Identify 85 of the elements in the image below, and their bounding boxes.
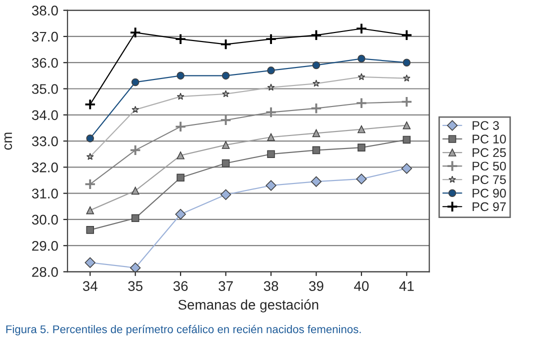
- y-tick-label: 38.0: [32, 6, 58, 16]
- legend-label: PC 75: [472, 175, 506, 184]
- point: [130, 144, 142, 156]
- point: [402, 136, 411, 144]
- x-tick-label: 38: [264, 281, 278, 291]
- point: [222, 72, 230, 80]
- point: [84, 98, 96, 110]
- x-tick-label: 34: [82, 281, 98, 291]
- point: [267, 84, 275, 91]
- point: [131, 214, 140, 222]
- point: [402, 121, 411, 130]
- legend-label: PC 10: [472, 134, 506, 144]
- point: [267, 133, 275, 142]
- y-tick-label: 30.0: [32, 214, 58, 225]
- point: [176, 72, 184, 80]
- y-tick-label: 37.0: [32, 32, 58, 42]
- point: [174, 120, 186, 132]
- legend-label: PC 50: [472, 162, 506, 171]
- point: [356, 97, 368, 109]
- point: [310, 29, 322, 41]
- x-axis-title: Semanas de gestación: [178, 299, 318, 312]
- point: [402, 58, 411, 66]
- point: [356, 174, 367, 184]
- point: [175, 208, 186, 220]
- point: [400, 96, 413, 108]
- point: [400, 29, 413, 41]
- point: [265, 106, 277, 118]
- x-tick-label: 35: [128, 281, 142, 291]
- y-tick-label: 33.0: [32, 136, 58, 146]
- point: [358, 144, 366, 152]
- x-tick-label: 39: [309, 281, 324, 291]
- point: [358, 73, 366, 80]
- point: [130, 262, 141, 272]
- point: [267, 66, 275, 74]
- point: [86, 206, 94, 214]
- point: [401, 163, 412, 174]
- point: [222, 159, 230, 168]
- point: [402, 74, 410, 82]
- point: [131, 186, 140, 195]
- point: [312, 146, 320, 154]
- point: [220, 38, 232, 50]
- point: [174, 33, 186, 45]
- point: [220, 114, 232, 126]
- legend-label: PC 97: [472, 202, 506, 212]
- point: [220, 189, 232, 200]
- point: [176, 92, 184, 100]
- point: [222, 90, 230, 98]
- point: [131, 78, 140, 86]
- point: [356, 22, 368, 34]
- point: [358, 54, 366, 63]
- text: Figura 5. Percentiles de perímetro cefálico en recién nacidos femeninos.: [6, 324, 361, 336]
- legend-label: PC 25: [472, 148, 506, 158]
- point: [84, 257, 96, 268]
- point: [176, 152, 184, 160]
- point: [130, 26, 142, 38]
- point: [310, 176, 322, 187]
- point: [312, 80, 320, 87]
- point: [84, 178, 96, 190]
- point: [312, 61, 320, 70]
- y-tick-label: 32.0: [32, 162, 58, 172]
- x-tick-label: 37: [218, 281, 233, 291]
- point: [222, 141, 230, 149]
- point: [176, 174, 184, 182]
- point: [310, 102, 322, 114]
- point: [86, 226, 94, 234]
- point: [86, 134, 94, 142]
- y-tick-label: 34.0: [32, 110, 58, 120]
- point: [358, 125, 366, 134]
- point: [86, 152, 94, 160]
- point: [266, 180, 276, 191]
- point: [312, 129, 320, 138]
- y-tick-label: 28.0: [32, 267, 58, 277]
- y-tick-label: 35.0: [32, 84, 58, 94]
- x-tick-label: 40: [354, 281, 369, 291]
- y-tick-label: 31.0: [32, 188, 58, 198]
- point: [267, 150, 275, 158]
- y-axis-title: cm: [4, 132, 12, 150]
- x-tick-label: 36: [173, 281, 188, 291]
- legend-label: PC 3: [472, 121, 499, 130]
- y-tick-label: 29.0: [32, 240, 58, 251]
- point: [265, 33, 277, 45]
- legend-label: PC 90: [472, 188, 506, 198]
- x-tick-label: 41: [399, 281, 414, 291]
- y-tick-label: 36.0: [32, 58, 58, 68]
- point: [132, 106, 140, 113]
